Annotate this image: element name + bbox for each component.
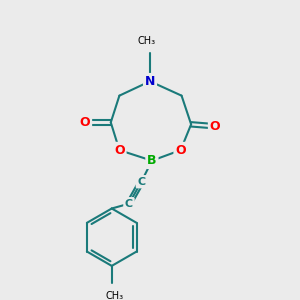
Text: O: O [175, 144, 186, 157]
Text: B: B [147, 154, 157, 167]
Text: C: C [137, 177, 146, 187]
Text: CH₃: CH₃ [137, 36, 155, 46]
Text: CH₃: CH₃ [106, 291, 124, 300]
Text: C: C [125, 199, 133, 209]
Text: O: O [80, 116, 90, 129]
Text: O: O [210, 120, 220, 133]
Text: O: O [114, 144, 125, 157]
Text: N: N [145, 75, 155, 88]
